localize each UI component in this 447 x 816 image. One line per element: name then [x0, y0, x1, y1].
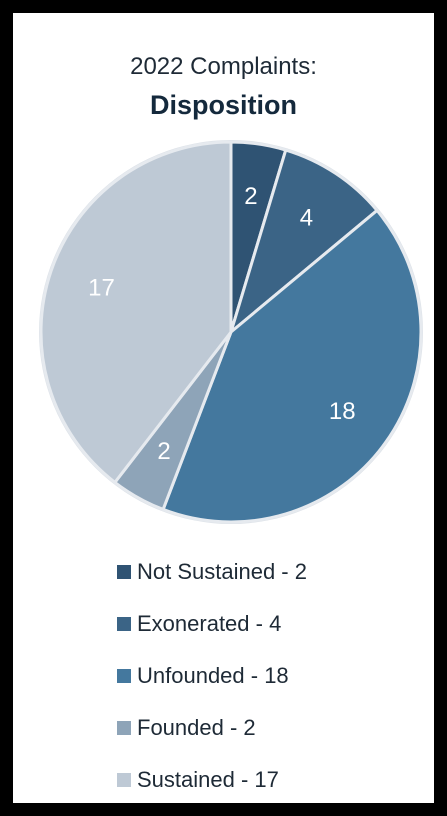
data-label-exonerated: 4 — [300, 204, 313, 231]
chart-title: 2022 Complaints: — [130, 53, 317, 80]
pie-slice-exonerated — [229, 148, 379, 334]
legend-label: Founded - 2 — [137, 715, 256, 740]
legend-item-not-sustained: Not Sustained - 2 — [117, 546, 307, 598]
legend-swatch — [117, 617, 131, 631]
legend-item-sustained: Sustained - 17 — [117, 754, 307, 806]
chart-subtitle: Disposition — [150, 90, 297, 120]
legend-swatch — [117, 721, 131, 735]
data-label-not-sustained: 2 — [244, 183, 257, 210]
legend-label: Sustained - 17 — [137, 767, 279, 792]
legend-item-founded: Founded - 2 — [117, 702, 307, 754]
legend-swatch — [117, 565, 131, 579]
legend-swatch — [117, 773, 131, 787]
chart-panel: 2022 Complaints: Disposition 2 4 18 2 17 Not… — [13, 13, 434, 803]
data-label-sustained: 17 — [88, 274, 115, 301]
pie-slice-unfounded — [161, 208, 423, 524]
data-label-unfounded: 18 — [329, 398, 356, 425]
pie-slice-sustained — [39, 140, 233, 484]
data-label-founded: 2 — [157, 438, 170, 465]
legend-swatch — [117, 669, 131, 683]
legend-label: Not Sustained - 2 — [137, 559, 307, 584]
legend-label: Exonerated - 4 — [137, 611, 282, 636]
legend-item-exonerated: Exonerated - 4 — [117, 598, 307, 650]
legend-label: Unfounded - 18 — [137, 663, 289, 688]
pie-chart: 2 4 18 2 17 — [39, 140, 423, 524]
legend-item-unfounded: Unfounded - 18 — [117, 650, 307, 702]
chart-legend: Not Sustained - 2 Exonerated - 4 Unfounded… — [117, 546, 307, 806]
